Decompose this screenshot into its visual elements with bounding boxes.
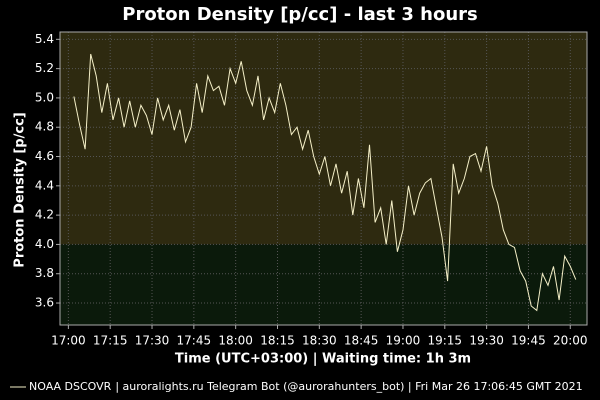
x-tick-label: 17:30	[135, 334, 170, 348]
y-tick-label: 5.2	[35, 61, 54, 75]
y-tick-label: 4.6	[35, 149, 54, 163]
plot-area	[60, 32, 587, 325]
legend-label: NOAA DSCOVR	[29, 380, 112, 393]
x-tick-label: 19:30	[469, 334, 504, 348]
x-tick-label: 18:30	[302, 334, 337, 348]
x-tick-label: 18:15	[260, 334, 295, 348]
x-tick-label: 19:45	[511, 334, 546, 348]
y-axis-label: Proton Density [p/cc]	[13, 112, 28, 267]
x-tick-label: 19:15	[427, 334, 462, 348]
x-axis-label: Time (UTC+03:00) | Waiting time: 1h 3m	[175, 352, 471, 367]
y-tick-label: 5.4	[35, 32, 54, 46]
y-tick-label: 3.8	[35, 266, 54, 280]
x-tick-label: 18:45	[344, 334, 379, 348]
x-tick-label: 18:00	[218, 334, 253, 348]
y-tick-label: 4.8	[35, 120, 54, 134]
y-tick-label: 4.0	[35, 237, 54, 251]
y-tick-label: 4.4	[35, 178, 54, 192]
x-tick-label: 19:00	[386, 334, 421, 348]
y-tick-label: 5.0	[35, 90, 54, 104]
footer: NOAA DSCOVR | auroralights.ru Telegram Bo…	[29, 380, 583, 393]
x-tick-label: 17:45	[177, 334, 212, 348]
threshold-band	[60, 32, 587, 245]
x-tick-label: 17:15	[93, 334, 128, 348]
data-line	[73, 53, 577, 312]
x-tick-label: 20:00	[553, 334, 588, 348]
plot-frame	[59, 31, 588, 326]
chart-title: Proton Density [p/cc] - last 3 hours	[122, 4, 477, 25]
y-tick-label: 4.2	[35, 208, 54, 222]
x-tick-label: 17:00	[51, 334, 86, 348]
footer-text: | auroralights.ru Telegram Bot (@aurorah…	[115, 380, 582, 393]
threshold-band	[60, 244, 587, 325]
y-tick-label: 3.6	[35, 296, 54, 310]
